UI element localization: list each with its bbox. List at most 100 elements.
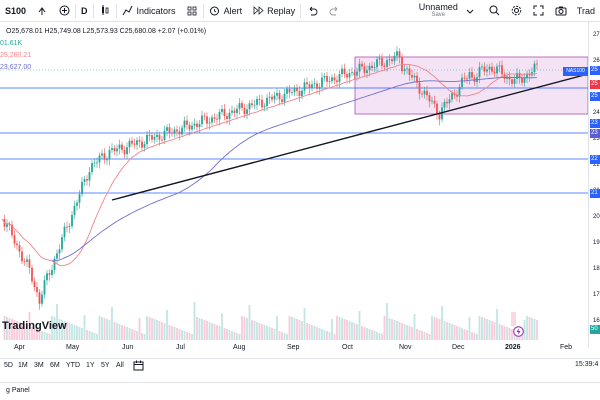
candle-body — [306, 82, 308, 85]
settings-button[interactable] — [506, 0, 528, 22]
range-button-1m[interactable]: 1M — [18, 362, 28, 369]
candle-body — [301, 90, 303, 97]
volume-bar — [228, 330, 231, 340]
volume-bar — [176, 328, 178, 340]
price-axis[interactable]: 2726252423222120191817162525252323222150 — [588, 22, 600, 348]
indicators-button[interactable]: Indicators — [117, 0, 181, 22]
candle-body — [73, 205, 76, 215]
price-tag: 25 — [590, 92, 600, 101]
alert-button[interactable]: Alert — [204, 0, 248, 22]
volume-bar — [151, 318, 153, 340]
moving-average-short — [1, 63, 538, 267]
symbol-selector[interactable]: S100 — [0, 0, 31, 22]
volume-bar — [221, 313, 223, 340]
volume-bar — [61, 320, 63, 340]
candle-body — [273, 95, 276, 100]
fullscreen-button[interactable] — [528, 0, 550, 22]
candle-body — [78, 194, 81, 203]
candle-body — [386, 60, 388, 67]
volume-bar — [273, 329, 276, 340]
candle-body — [396, 51, 398, 56]
volume-bar — [461, 328, 463, 340]
price-tick: 18 — [593, 266, 600, 272]
volume-bar — [113, 322, 116, 340]
layout-button[interactable]: Unnamed Save — [411, 0, 484, 22]
lightning-icon[interactable] — [513, 326, 524, 337]
redo-button[interactable] — [323, 0, 345, 22]
volume-bar — [31, 327, 33, 340]
volume-bar — [473, 333, 476, 340]
snapshot-button[interactable] — [550, 0, 572, 22]
range-button-3m[interactable]: 3M — [34, 362, 44, 369]
volume-bar — [163, 323, 166, 340]
candle-body — [491, 66, 493, 72]
candle-body — [411, 75, 413, 78]
price-tag: 25 — [590, 80, 600, 89]
volume-bar — [153, 319, 156, 340]
candle-body — [118, 144, 121, 149]
candle-body — [91, 163, 93, 173]
volume-bar — [283, 333, 286, 340]
candle-body — [458, 87, 461, 97]
volume-bar — [398, 322, 401, 340]
volume-bar — [51, 316, 53, 340]
time-tick: Sep — [287, 344, 300, 351]
trade-button[interactable]: Trad — [572, 0, 600, 22]
volume-bar — [208, 322, 211, 340]
undo-button[interactable] — [301, 0, 323, 22]
candle-body — [338, 74, 341, 83]
interval-button[interactable]: D — [76, 0, 93, 22]
volume-bar — [308, 324, 311, 340]
range-button-1y[interactable]: 1Y — [86, 362, 95, 369]
volume-bar — [371, 330, 373, 340]
search-button[interactable] — [484, 0, 506, 22]
volume-bar — [223, 328, 226, 340]
volume-bar — [293, 318, 296, 340]
volume-bar — [181, 330, 183, 340]
volume-bar — [48, 334, 51, 340]
calendar-range-icon[interactable] — [132, 360, 144, 372]
candle-body — [303, 82, 306, 91]
candle-body — [431, 100, 433, 102]
candle-body — [71, 214, 73, 227]
add-symbol-button[interactable] — [53, 0, 75, 22]
range-button-5y[interactable]: 5Y — [101, 362, 110, 369]
volume-bar — [196, 317, 198, 340]
trading-panel-tab[interactable]: g Panel — [0, 382, 600, 400]
candle-body — [501, 65, 503, 75]
candle-body — [211, 117, 213, 123]
replay-button[interactable]: Replay — [247, 0, 300, 22]
volume-bar — [406, 325, 408, 340]
undo-icon — [306, 5, 318, 17]
volume-bar — [446, 322, 448, 340]
chart-type-button[interactable] — [94, 0, 116, 22]
volume-bar — [36, 329, 38, 340]
range-button-all[interactable]: All — [116, 362, 124, 369]
range-button-ytd[interactable]: YTD — [66, 362, 80, 369]
volume-bar — [488, 320, 491, 340]
time-tick: Jun — [122, 344, 134, 351]
replay-label: Replay — [267, 5, 296, 16]
range-button-6m[interactable]: 6M — [50, 362, 60, 369]
templates-button[interactable] — [181, 0, 203, 22]
volume-bar — [306, 323, 308, 340]
candle-body — [173, 129, 176, 134]
volume-bar — [263, 325, 266, 340]
candle-body — [56, 253, 58, 259]
candle-body — [276, 93, 278, 96]
volume-bar — [198, 318, 201, 340]
volume-bar — [253, 321, 256, 340]
volume-bar — [231, 331, 233, 340]
candle-body — [168, 127, 171, 133]
compare-button[interactable] — [31, 0, 53, 22]
volume-bar — [491, 321, 493, 340]
price-chart[interactable] — [0, 22, 588, 348]
price-tick: 16 — [593, 318, 600, 324]
candle-body — [318, 87, 321, 89]
volume-bar — [403, 324, 406, 340]
candle-body — [418, 82, 421, 94]
candle-body — [108, 150, 111, 160]
range-button-5d[interactable]: 5D — [4, 362, 13, 369]
candle-body — [466, 78, 468, 80]
time-axis[interactable]: Apr May Jun Jul Aug Sep Oct Nov Dec 2026 Feb — [0, 342, 588, 354]
